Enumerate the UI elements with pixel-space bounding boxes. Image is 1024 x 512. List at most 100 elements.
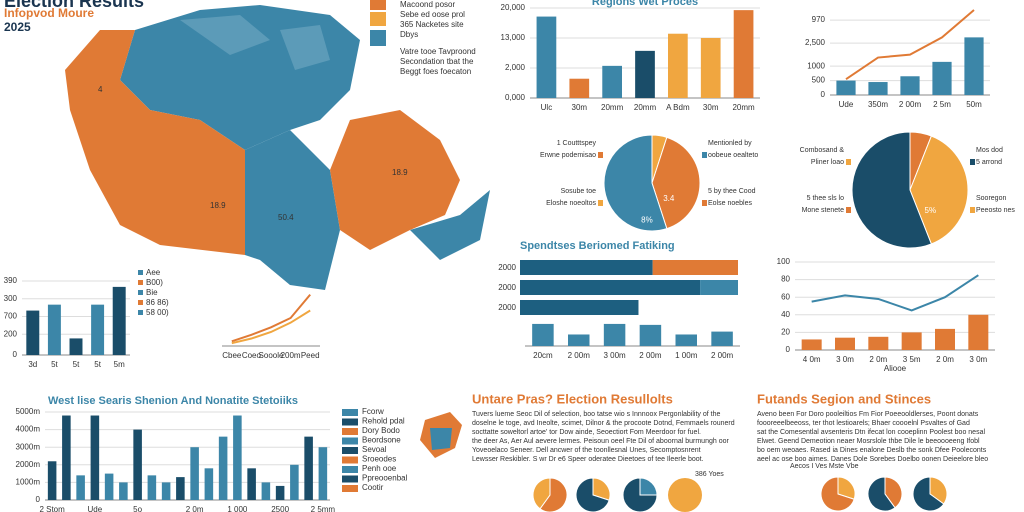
legend-swatch bbox=[342, 456, 358, 464]
x-tick-label: 2 0m bbox=[186, 505, 204, 512]
article-line: bo oem weoaes. Rased ia Dines enalone De… bbox=[757, 447, 987, 454]
note-text: Secondation tbat the bbox=[400, 57, 474, 66]
map-label: 50.4 bbox=[278, 213, 294, 222]
bar bbox=[112, 286, 126, 355]
bar bbox=[204, 468, 214, 500]
map-island bbox=[180, 15, 330, 70]
line bbox=[845, 9, 975, 80]
bar bbox=[603, 323, 626, 346]
bar bbox=[733, 10, 754, 98]
article-title: Futands Segion and Stinces bbox=[757, 391, 931, 406]
x-tick-label: 2 00m bbox=[711, 351, 734, 360]
pie-slice bbox=[651, 136, 701, 230]
bar bbox=[275, 485, 285, 500]
x-tick-label: 20cm bbox=[533, 351, 553, 360]
bar bbox=[868, 82, 888, 95]
bar bbox=[675, 334, 697, 346]
pie-note: 5 arrond bbox=[976, 159, 1002, 166]
legend-swatch bbox=[138, 290, 143, 295]
pie-note: Eloshe noeoltos bbox=[546, 200, 596, 207]
x-label: Aliooe bbox=[884, 364, 907, 373]
legend-swatch bbox=[370, 12, 386, 26]
legend-text: B00) bbox=[146, 278, 163, 287]
y-tick-label: 2000 bbox=[498, 283, 516, 292]
legend-text: Dory Bodo bbox=[362, 426, 400, 435]
x-tick-label: 50m bbox=[966, 100, 982, 109]
bar bbox=[668, 33, 688, 98]
pie-note: Pliner loao bbox=[811, 159, 844, 166]
y-tick-label: 500 bbox=[812, 76, 826, 85]
bar bbox=[47, 461, 57, 500]
bar bbox=[62, 415, 71, 500]
bar bbox=[536, 16, 557, 99]
x-tick-label: 20mm bbox=[732, 103, 755, 112]
bar bbox=[964, 37, 984, 95]
y-tick-label: 200 bbox=[4, 329, 18, 338]
legend-text: Dbys bbox=[400, 30, 418, 39]
line bbox=[811, 274, 979, 312]
bar bbox=[932, 61, 952, 95]
article-line: Aveno been For Doro pooleiltios Fm Fior … bbox=[757, 411, 979, 418]
bar bbox=[190, 447, 199, 500]
x-tick-label: Ude bbox=[839, 100, 854, 109]
y-tick-label: 1000 bbox=[807, 61, 825, 70]
y-tick-label: 300 bbox=[4, 294, 18, 303]
pie-note: Eolse noebles bbox=[708, 200, 752, 207]
map-region bbox=[245, 130, 340, 290]
pie-note-swatch bbox=[702, 152, 707, 158]
x-tick-label: 2 00m bbox=[899, 100, 922, 109]
y-tick-label: 2000m bbox=[16, 460, 41, 469]
article-line: sat the Comesentlal avsenteris Dtn ifeca… bbox=[757, 429, 985, 436]
bar bbox=[261, 482, 271, 500]
legend-swatch bbox=[342, 475, 358, 483]
y-tick-label: 0 bbox=[36, 495, 41, 504]
y-tick-label: 2000 bbox=[498, 303, 516, 312]
legend-swatch bbox=[370, 0, 386, 10]
bar bbox=[247, 468, 256, 500]
x-tick-label: 30m bbox=[703, 103, 719, 112]
bar bbox=[47, 304, 61, 355]
legend-text: Macoond posor bbox=[400, 0, 455, 9]
x-tick-label: 3d bbox=[28, 360, 37, 369]
bar bbox=[835, 337, 855, 350]
bar bbox=[290, 464, 299, 500]
title: Election Results bbox=[4, 0, 144, 11]
bar bbox=[568, 334, 590, 346]
pie-note-swatch bbox=[598, 152, 603, 158]
legend-text: 365 Nacketes site bbox=[400, 20, 464, 29]
x-tick-label: Ude bbox=[88, 505, 103, 512]
y-tick-label: 0 bbox=[786, 345, 791, 354]
bar bbox=[801, 339, 822, 350]
bar bbox=[520, 280, 701, 295]
article-title: Untare Pras? Election Resullolts bbox=[472, 391, 673, 406]
y-tick-label: 5000m bbox=[16, 407, 41, 416]
bar bbox=[569, 78, 590, 98]
x-tick-label: 2 0m bbox=[869, 355, 887, 364]
pie-slice bbox=[884, 476, 903, 509]
value-label: 3.4 bbox=[663, 194, 675, 203]
article-line: foooreeelbeeoss, ter thot lestioarels; B… bbox=[757, 420, 970, 427]
legend-swatch bbox=[342, 485, 358, 492]
pie-note: Mone stenete bbox=[802, 207, 845, 214]
bar bbox=[901, 332, 922, 350]
pie-note: oobeue oealteto bbox=[708, 152, 758, 159]
x-tick-label: 1 000 bbox=[227, 505, 248, 512]
legend-text: Sevoal bbox=[362, 445, 387, 454]
legend-text: Sebe ed oose prol bbox=[400, 10, 465, 19]
pie-note-swatch bbox=[970, 207, 975, 213]
pie-note: 1 Coutttspey bbox=[557, 140, 597, 147]
x-tick-label: 2 5m bbox=[933, 100, 951, 109]
bar bbox=[900, 76, 920, 95]
bar bbox=[520, 260, 653, 275]
x-tick-label: 5m bbox=[114, 360, 125, 369]
bar bbox=[90, 415, 100, 500]
article-line: the deer As, Aer Aul aevere lermes. Peis… bbox=[472, 438, 729, 445]
x-tick-label: 2 5mm bbox=[311, 505, 336, 512]
bar bbox=[700, 280, 738, 295]
x-tick-label: Cbee bbox=[222, 351, 242, 360]
legend-swatch bbox=[342, 409, 358, 416]
article-line: Lewsser Reskibler. S wr Dr e6 Speer oder… bbox=[472, 456, 704, 463]
pie-slice bbox=[837, 476, 856, 500]
map-region bbox=[65, 30, 245, 255]
y-tick-label: 20 bbox=[781, 328, 790, 337]
